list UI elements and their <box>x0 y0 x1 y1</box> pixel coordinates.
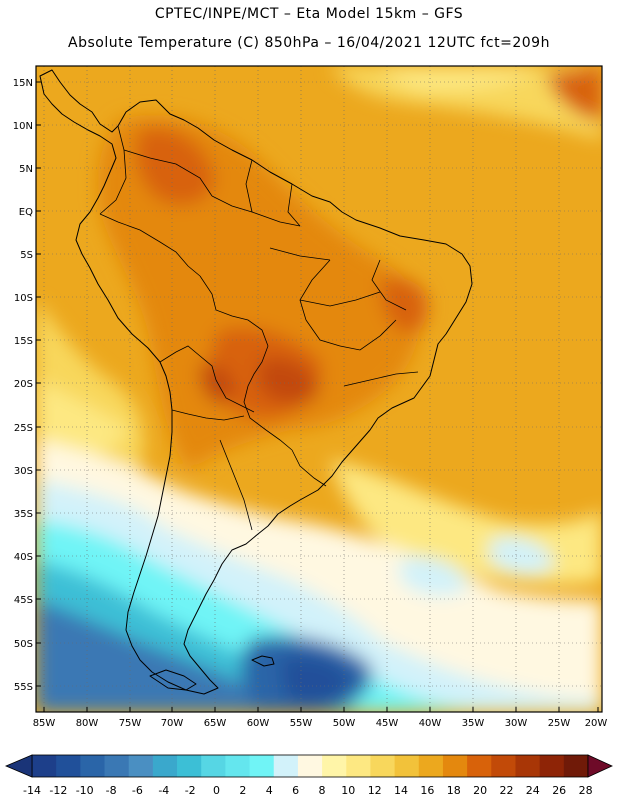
lon-label: 70W <box>161 718 184 729</box>
country-borders <box>99 125 419 531</box>
lat-label: 10N <box>13 121 33 132</box>
legend-label: 12 <box>368 784 382 797</box>
lat-label: 40S <box>14 552 33 563</box>
legend-swatch <box>249 755 275 777</box>
legend-swatch <box>491 755 516 777</box>
legend-label: -6 <box>132 784 143 797</box>
legend-label: 20 <box>473 784 487 797</box>
lon-label: 20W <box>585 718 608 729</box>
legend-label: -8 <box>106 784 117 797</box>
legend-swatch <box>442 755 468 777</box>
legend-label: -12 <box>49 784 67 797</box>
lon-label: 65W <box>204 718 227 729</box>
legend-label: 14 <box>394 784 408 797</box>
legend-swatch <box>394 755 420 777</box>
legend-label: -4 <box>158 784 169 797</box>
legend-swatch <box>418 755 444 777</box>
color-legend-swatches <box>31 754 589 778</box>
legend-swatch <box>322 755 347 777</box>
lat-label: 45S <box>14 595 33 606</box>
map-title: CPTEC/INPE/MCT – Eta Model 15km – GFS <box>154 6 464 22</box>
legend-label: 4 <box>266 784 273 797</box>
lon-label: 80W <box>76 718 99 729</box>
legend-label: 22 <box>500 784 514 797</box>
legend-label: 8 <box>319 784 326 797</box>
longitude-labels: 85W 80W 75W 70W 65W 60W 55W 50W 45W 40W … <box>33 718 608 729</box>
legend-swatch <box>297 755 323 777</box>
legend-swatch <box>539 755 565 777</box>
lon-label: 50W <box>333 718 356 729</box>
legend-swatch <box>104 755 130 777</box>
legend-label: -14 <box>23 784 41 797</box>
lat-label: 5S <box>20 250 33 261</box>
lat-label: 50S <box>14 639 33 650</box>
lon-label: 85W <box>33 718 56 729</box>
legend-swatch <box>201 755 226 777</box>
lat-label: 25S <box>14 423 33 434</box>
legend-swatch <box>80 755 106 777</box>
tick-marks <box>36 81 599 712</box>
lon-label: 25W <box>548 718 571 729</box>
lat-label: EQ <box>19 207 33 218</box>
lat-label: 30S <box>14 466 33 477</box>
lon-label: 40W <box>419 718 442 729</box>
legend-swatch <box>225 755 251 777</box>
legend-swatch <box>515 755 541 777</box>
lat-label: 5N <box>19 164 33 175</box>
legend-label: 10 <box>341 784 355 797</box>
legend-swatch <box>32 755 57 777</box>
legend-label: 0 <box>213 784 220 797</box>
lat-label: 15S <box>14 336 33 347</box>
legend-swatch <box>152 755 178 777</box>
south-america-coast <box>39 69 473 695</box>
lon-label: 75W <box>119 718 142 729</box>
legend-label: 16 <box>420 784 434 797</box>
color-legend-high-arrow <box>587 754 613 778</box>
lon-label: 35W <box>462 718 485 729</box>
color-legend: -14 -12 -10 -8 -6 -4 -2 0 2 4 6 8 10 12 … <box>4 754 613 797</box>
legend-swatch <box>346 755 371 777</box>
legend-swatch <box>370 755 396 777</box>
legend-swatch <box>128 755 154 777</box>
coastlines <box>39 69 473 695</box>
legend-label: 24 <box>526 784 540 797</box>
lat-label: 15N <box>13 78 33 89</box>
legend-swatch <box>56 755 81 777</box>
lat-label: 55S <box>14 682 33 693</box>
color-legend-labels: -14 -12 -10 -8 -6 -4 -2 0 2 4 6 8 10 12 … <box>23 784 593 797</box>
lon-label: 60W <box>247 718 270 729</box>
legend-swatch <box>467 755 492 777</box>
legend-label: -2 <box>185 784 196 797</box>
latitude-labels: 15N 10N 5N EQ 5S 10S 15S 20S 25S 30S 35S… <box>13 78 33 693</box>
legend-swatch <box>177 755 202 777</box>
legend-label: 6 <box>292 784 299 797</box>
falklands <box>251 655 275 667</box>
legend-swatch <box>563 755 589 777</box>
legend-label: 26 <box>552 784 566 797</box>
lat-label: 35S <box>14 509 33 520</box>
map-frame <box>35 65 603 713</box>
tierra-del-fuego <box>149 669 197 691</box>
lon-label: 45W <box>376 718 399 729</box>
lon-label: 30W <box>505 718 528 729</box>
lon-label: 55W <box>290 718 313 729</box>
temperature-map: 15N 10N 5N EQ 5S 10S 15S 20S 25S 30S 35S… <box>13 65 608 729</box>
legend-label: -10 <box>76 784 94 797</box>
map-subtitle: Absolute Temperature (C) 850hPa – 16/04/… <box>68 35 550 51</box>
temperature-field <box>36 66 602 712</box>
legend-swatch <box>273 755 299 777</box>
legend-label: 2 <box>239 784 246 797</box>
legend-label: 28 <box>579 784 593 797</box>
lat-label: 10S <box>14 293 33 304</box>
lat-label: 20S <box>14 379 33 390</box>
legend-label: 18 <box>447 784 461 797</box>
color-legend-low-arrow <box>4 754 33 778</box>
